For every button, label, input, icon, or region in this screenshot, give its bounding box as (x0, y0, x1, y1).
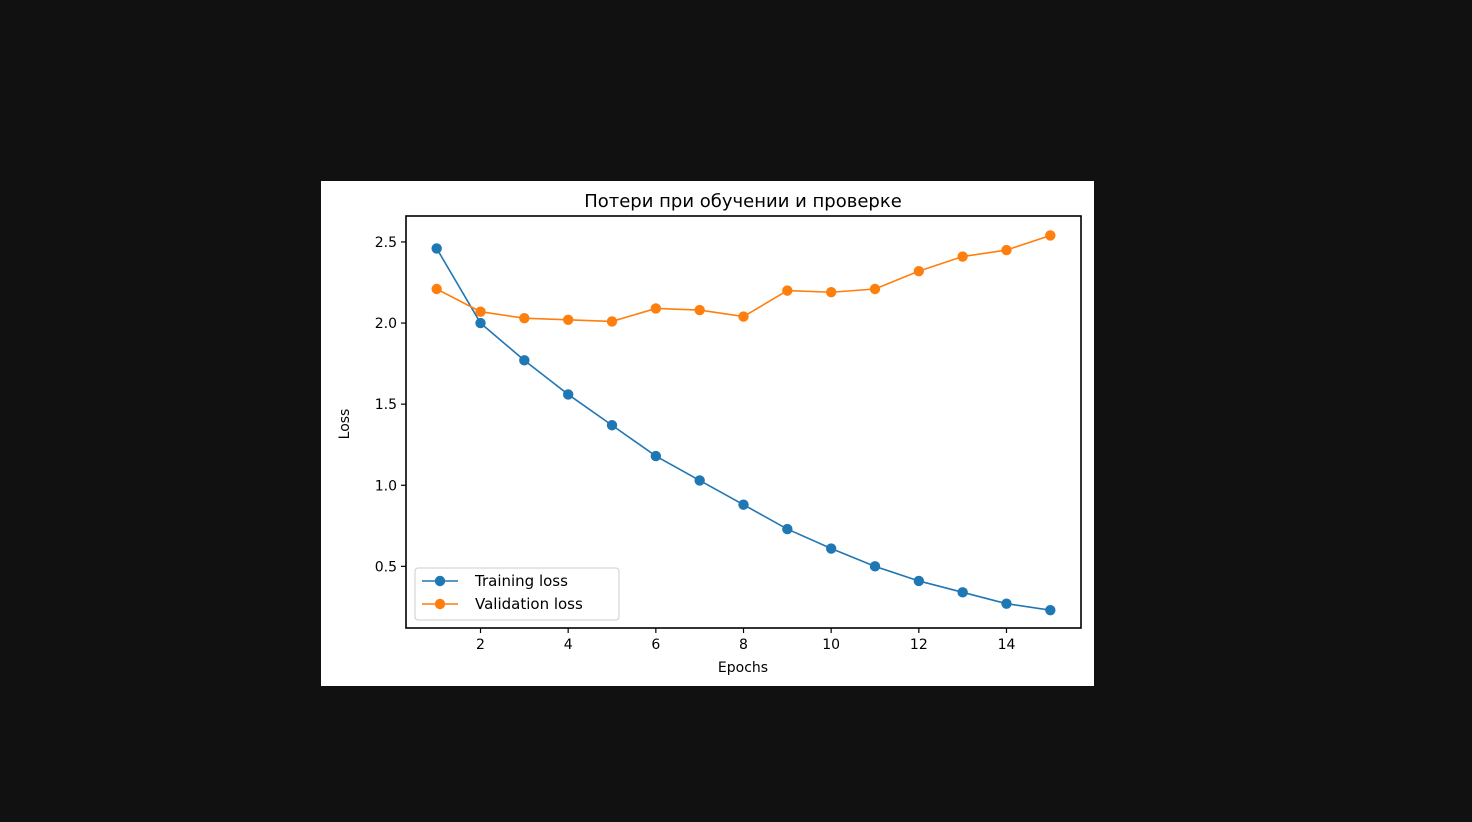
data-point (913, 265, 925, 277)
data-point (869, 561, 881, 572)
data-point (431, 243, 442, 254)
y-axis: 0.5 1.0 1.5 2.0 2.5 (375, 235, 406, 575)
data-point (957, 251, 968, 262)
series-line (435, 248, 1051, 611)
data-point (825, 287, 837, 298)
x-tick-label: 14 (998, 637, 1016, 653)
data-point (869, 283, 881, 295)
series-training-loss (431, 243, 1056, 616)
data-point (475, 317, 486, 329)
data-point (738, 311, 749, 322)
data-point (606, 316, 618, 327)
data-point (519, 355, 530, 366)
x-tick-label: 6 (651, 637, 660, 653)
x-axis-label: Epochs (718, 660, 768, 676)
data-point (475, 306, 486, 317)
data-point (782, 523, 793, 535)
y-tick-label: 2.5 (375, 235, 397, 251)
y-tick-label: 1.0 (375, 478, 397, 494)
chart-figure: Потери при обучении и проверке 2 4 6 8 10 12 1… (321, 181, 1094, 686)
data-point (650, 450, 662, 462)
legend-label-validation: Validation loss (475, 595, 583, 613)
data-point (606, 420, 618, 431)
series-validation-loss (431, 230, 1056, 327)
legend-label-training: Training loss (474, 572, 568, 590)
data-point (1045, 230, 1056, 241)
x-tick-label: 8 (739, 637, 748, 653)
data-point (650, 303, 662, 314)
data-point (1001, 598, 1012, 609)
plot-layer (431, 230, 1056, 616)
data-point (519, 312, 530, 324)
legend: Training loss Validation loss (414, 567, 620, 621)
data-point (431, 283, 442, 295)
y-tick-label: 0.5 (375, 559, 397, 575)
data-point (825, 543, 837, 554)
data-point (738, 499, 749, 510)
legend-box (414, 567, 620, 621)
x-tick-label: 12 (910, 637, 928, 653)
x-tick-label: 4 (564, 637, 573, 653)
y-tick-label: 2.0 (375, 316, 397, 332)
data-point (694, 475, 705, 486)
data-point (694, 304, 705, 316)
legend-marker-validation (434, 598, 446, 610)
series-line (436, 234, 1051, 323)
x-tick-label: 10 (822, 637, 840, 653)
axes-frame (405, 215, 1082, 629)
x-tick-label: 2 (476, 637, 485, 653)
line-chart: Потери при обучении и проверке 2 4 6 8 10 12 1… (337, 191, 1082, 676)
y-axis-label: Loss (337, 409, 353, 440)
x-axis: 2 4 6 8 10 12 14 (476, 628, 1015, 653)
chart-title: Потери при обучении и проверке (584, 191, 902, 212)
data-point (957, 587, 968, 598)
data-point (562, 389, 574, 400)
data-point (1045, 604, 1056, 616)
data-point (913, 575, 925, 587)
data-point (562, 314, 574, 326)
legend-marker-training (434, 575, 446, 587)
data-point (1001, 244, 1012, 256)
data-point (782, 285, 793, 296)
y-tick-label: 1.5 (375, 397, 397, 413)
